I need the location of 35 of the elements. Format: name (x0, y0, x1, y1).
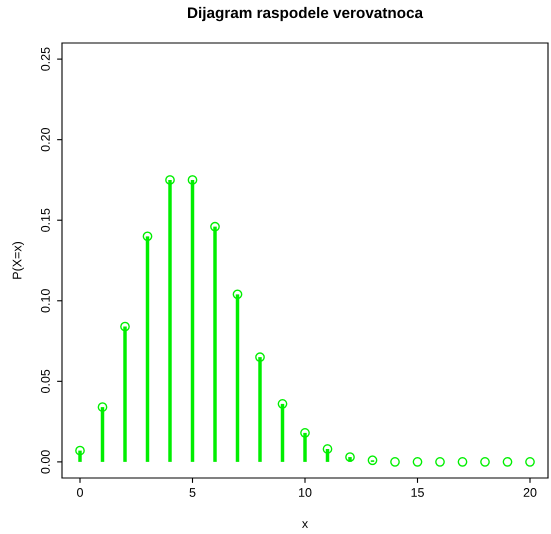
point (322, 444, 332, 454)
point (368, 455, 378, 466)
point (165, 175, 175, 185)
point (278, 399, 288, 409)
point (390, 457, 400, 467)
point (525, 457, 535, 467)
point (120, 322, 130, 332)
y-axis-title: P(X=x) (12, 242, 24, 279)
x-tick-label: 20 (524, 488, 536, 497)
point (502, 457, 512, 467)
y-tick-label: 0.05 (40, 370, 50, 394)
point (232, 289, 242, 300)
x-tick-label: 5 (190, 488, 196, 497)
point (412, 457, 422, 467)
point (142, 231, 152, 242)
x-axis-title: x (302, 521, 308, 528)
point (255, 352, 265, 362)
y-tick-label: 0.10 (40, 289, 50, 312)
point (98, 402, 108, 412)
y-tick-label: 0.15 (40, 208, 50, 232)
chart-title: Dijagram raspodele verovatnoca (188, 6, 424, 22)
point (300, 428, 310, 438)
x-tick-label: 0 (77, 488, 83, 497)
point (345, 452, 355, 462)
y-tick-label: 0.25 (40, 47, 50, 71)
y-tick-label: 0.00 (40, 450, 50, 474)
y-tick-label: 0.20 (40, 128, 50, 152)
point (188, 175, 198, 185)
point (210, 222, 220, 232)
point (480, 457, 490, 467)
point (435, 457, 445, 467)
point (75, 446, 85, 456)
x-tick-label: 15 (412, 488, 424, 497)
point (458, 457, 468, 467)
x-tick-label: 10 (299, 488, 312, 497)
